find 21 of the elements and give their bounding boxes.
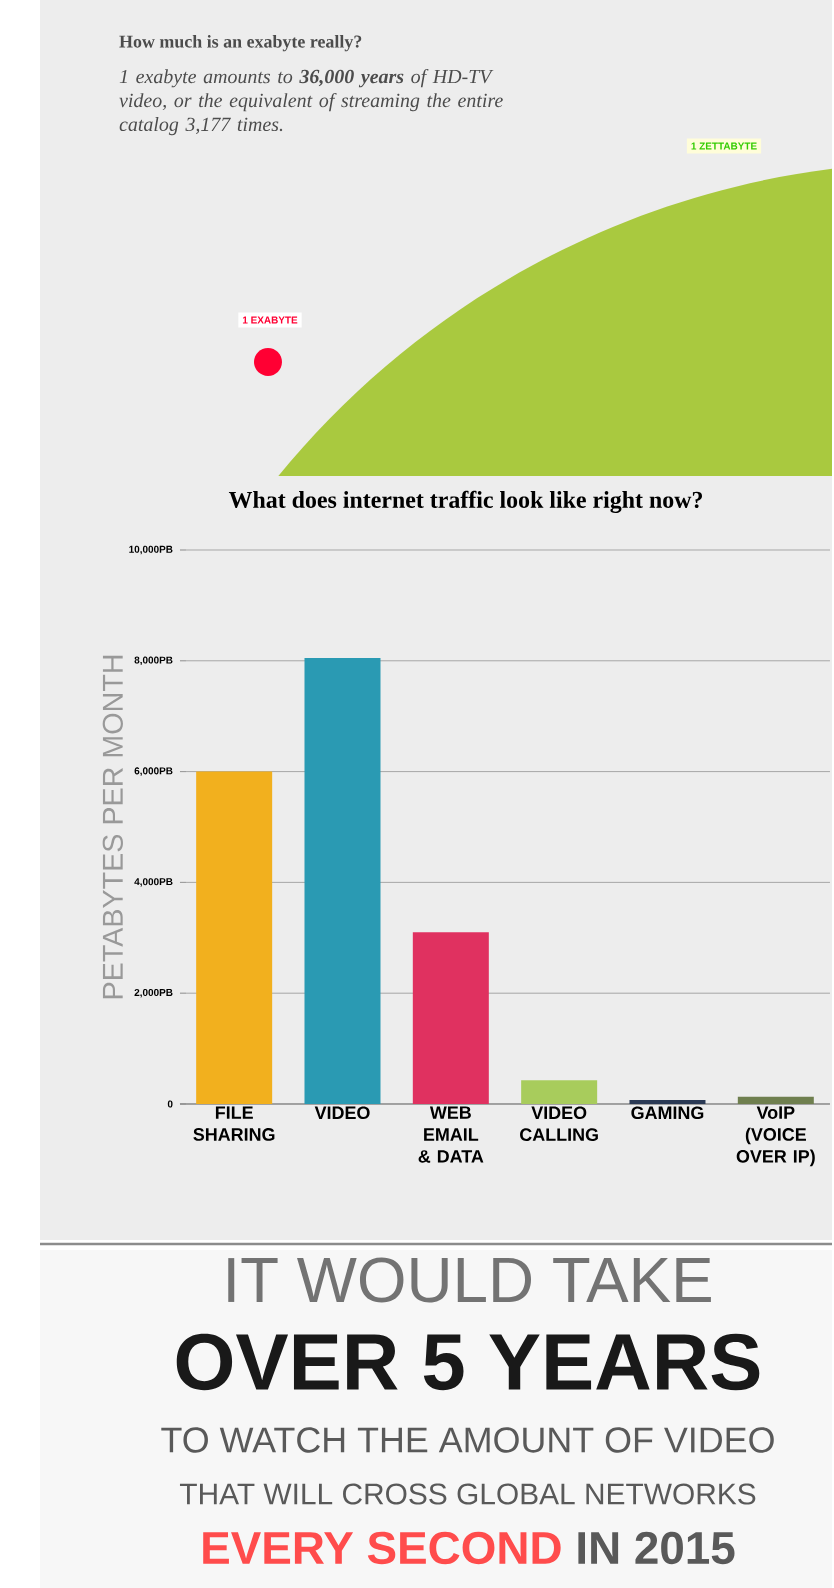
bar	[196, 771, 273, 1104]
bar	[413, 932, 490, 1104]
x-tick-label: WEB EMAIL & DATA	[418, 1106, 484, 1163]
text: 1 exabyte amounts to 36,000 years of HD-TV video, or the equivalent of streaming the entire catalog 3,177 times.	[119, 69, 504, 136]
bar	[738, 1096, 815, 1104]
x-tick-label: VIDEO	[315, 1106, 371, 1120]
text: EVERY SECOND	[203, 1531, 562, 1565]
x-tick-label: GAMING	[631, 1106, 704, 1120]
text: IT WOULD TAKE	[228, 1257, 712, 1303]
x-tick-label: VIDEO CALLING	[520, 1106, 599, 1142]
bar	[521, 1080, 598, 1104]
x-tick-label: VoIP (VOICE OVER IP)	[737, 1106, 816, 1167]
chart-title: What does internet traffic look like right now?	[229, 490, 703, 513]
text: OVER 5 YEARS	[177, 1333, 760, 1391]
bar	[304, 658, 381, 1104]
text: THAT WILL CROSS GLOBAL NETWORKS	[180, 1483, 756, 1505]
x-tick-label: FILE SHARING	[193, 1106, 275, 1141]
text: TO WATCH THE AMOUNT OF VIDEO	[161, 1427, 775, 1453]
text: How much is an exabyte really?	[119, 35, 362, 52]
text: IN 2015	[578, 1531, 735, 1565]
y-axis-title: PETABYTES PER MONTH	[103, 655, 124, 999]
